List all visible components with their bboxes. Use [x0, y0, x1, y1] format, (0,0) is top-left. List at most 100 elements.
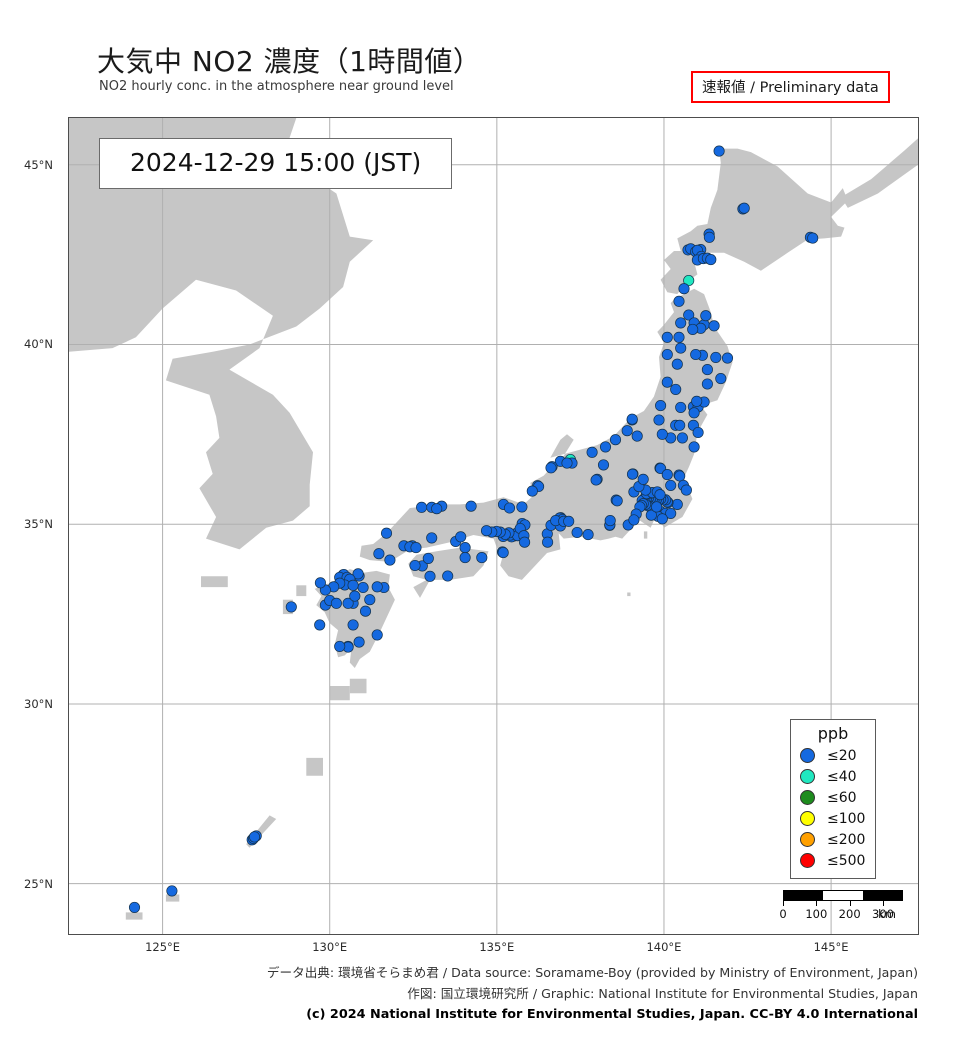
legend-item[interactable]: ≤60	[798, 787, 868, 808]
station-marker[interactable]	[665, 507, 677, 519]
station-marker[interactable]	[807, 232, 819, 244]
station-marker[interactable]	[373, 548, 385, 560]
station-marker[interactable]	[687, 323, 699, 335]
station-marker[interactable]	[675, 401, 687, 413]
legend-item[interactable]: ≤200	[798, 829, 868, 850]
station-marker[interactable]	[708, 320, 720, 332]
station-marker[interactable]	[526, 485, 538, 497]
station-marker[interactable]	[710, 351, 722, 363]
station-marker[interactable]	[442, 570, 454, 582]
station-marker[interactable]	[656, 428, 668, 440]
station-marker[interactable]	[497, 547, 509, 559]
station-marker[interactable]	[563, 515, 575, 527]
station-marker[interactable]	[705, 254, 717, 266]
station-marker[interactable]	[352, 568, 364, 580]
station-marker[interactable]	[661, 331, 673, 343]
station-marker[interactable]	[683, 309, 695, 321]
station-marker[interactable]	[665, 479, 677, 491]
station-marker[interactable]	[688, 441, 700, 453]
station-marker[interactable]	[637, 473, 649, 485]
station-marker[interactable]	[715, 373, 727, 385]
station-marker[interactable]	[671, 498, 683, 510]
station-marker[interactable]	[645, 509, 657, 521]
station-marker[interactable]	[384, 554, 396, 566]
station-marker[interactable]	[465, 500, 477, 512]
station-marker[interactable]	[676, 432, 688, 444]
station-marker[interactable]	[628, 514, 640, 526]
station-marker[interactable]	[604, 515, 616, 527]
station-marker[interactable]	[349, 590, 361, 602]
station-marker[interactable]	[582, 529, 594, 541]
station-marker[interactable]	[653, 414, 665, 426]
station-marker[interactable]	[128, 901, 141, 913]
station-marker[interactable]	[542, 536, 554, 548]
station-marker[interactable]	[738, 202, 750, 214]
station-marker[interactable]	[678, 283, 690, 295]
station-marker[interactable]	[166, 885, 178, 897]
station-marker[interactable]	[342, 597, 354, 609]
station-marker[interactable]	[519, 536, 531, 548]
station-marker[interactable]	[516, 501, 528, 513]
station-marker[interactable]	[357, 581, 369, 594]
station-marker[interactable]	[431, 503, 443, 515]
station-marker[interactable]	[459, 542, 471, 554]
station-marker[interactable]	[626, 468, 639, 480]
station-marker[interactable]	[561, 457, 573, 469]
station-markers[interactable]	[128, 145, 819, 913]
station-marker[interactable]	[651, 501, 663, 513]
station-marker[interactable]	[621, 425, 633, 437]
station-marker[interactable]	[285, 601, 297, 613]
station-marker[interactable]	[426, 532, 438, 544]
station-marker[interactable]	[353, 636, 365, 648]
station-marker[interactable]	[347, 619, 359, 631]
station-marker[interactable]	[590, 474, 602, 486]
legend-item[interactable]: ≤500	[798, 850, 868, 871]
station-marker[interactable]	[674, 419, 686, 431]
station-marker[interactable]	[248, 831, 261, 843]
station-marker[interactable]	[675, 317, 687, 329]
station-marker[interactable]	[611, 495, 623, 507]
station-marker[interactable]	[713, 145, 725, 157]
station-marker[interactable]	[330, 597, 342, 609]
station-marker[interactable]	[683, 274, 695, 287]
station-marker[interactable]	[671, 358, 683, 370]
station-marker[interactable]	[359, 605, 372, 617]
legend-item[interactable]: ≤40	[798, 766, 868, 787]
station-marker[interactable]	[371, 581, 383, 593]
station-marker[interactable]	[673, 331, 685, 343]
station-marker[interactable]	[364, 594, 376, 606]
station-marker[interactable]	[599, 441, 612, 453]
station-marker[interactable]	[314, 619, 326, 631]
station-marker[interactable]	[409, 559, 421, 572]
station-marker[interactable]	[597, 459, 610, 471]
station-marker[interactable]	[410, 542, 422, 554]
station-marker[interactable]	[609, 434, 622, 446]
station-marker[interactable]	[703, 231, 715, 243]
station-marker[interactable]	[655, 400, 667, 412]
station-marker[interactable]	[571, 526, 583, 539]
station-marker[interactable]	[380, 527, 393, 539]
station-marker[interactable]	[700, 310, 712, 322]
station-marker[interactable]	[675, 342, 687, 354]
station-marker[interactable]	[688, 407, 700, 419]
station-marker[interactable]	[422, 552, 434, 564]
station-marker[interactable]	[424, 570, 436, 582]
legend-item[interactable]: ≤20	[798, 745, 868, 766]
station-marker[interactable]	[701, 364, 713, 376]
station-marker[interactable]	[586, 446, 598, 458]
station-marker[interactable]	[692, 426, 704, 439]
station-marker[interactable]	[503, 502, 516, 514]
station-marker[interactable]	[545, 462, 557, 474]
station-marker[interactable]	[480, 525, 493, 537]
station-marker[interactable]	[670, 383, 682, 395]
station-marker[interactable]	[656, 513, 668, 525]
station-marker[interactable]	[674, 470, 686, 482]
station-marker[interactable]	[690, 348, 702, 361]
station-marker[interactable]	[701, 378, 713, 390]
station-marker[interactable]	[691, 395, 703, 407]
station-marker[interactable]	[459, 552, 471, 564]
station-marker[interactable]	[661, 469, 673, 481]
station-marker[interactable]	[455, 531, 467, 543]
station-marker[interactable]	[721, 352, 734, 364]
station-marker[interactable]	[661, 376, 673, 388]
